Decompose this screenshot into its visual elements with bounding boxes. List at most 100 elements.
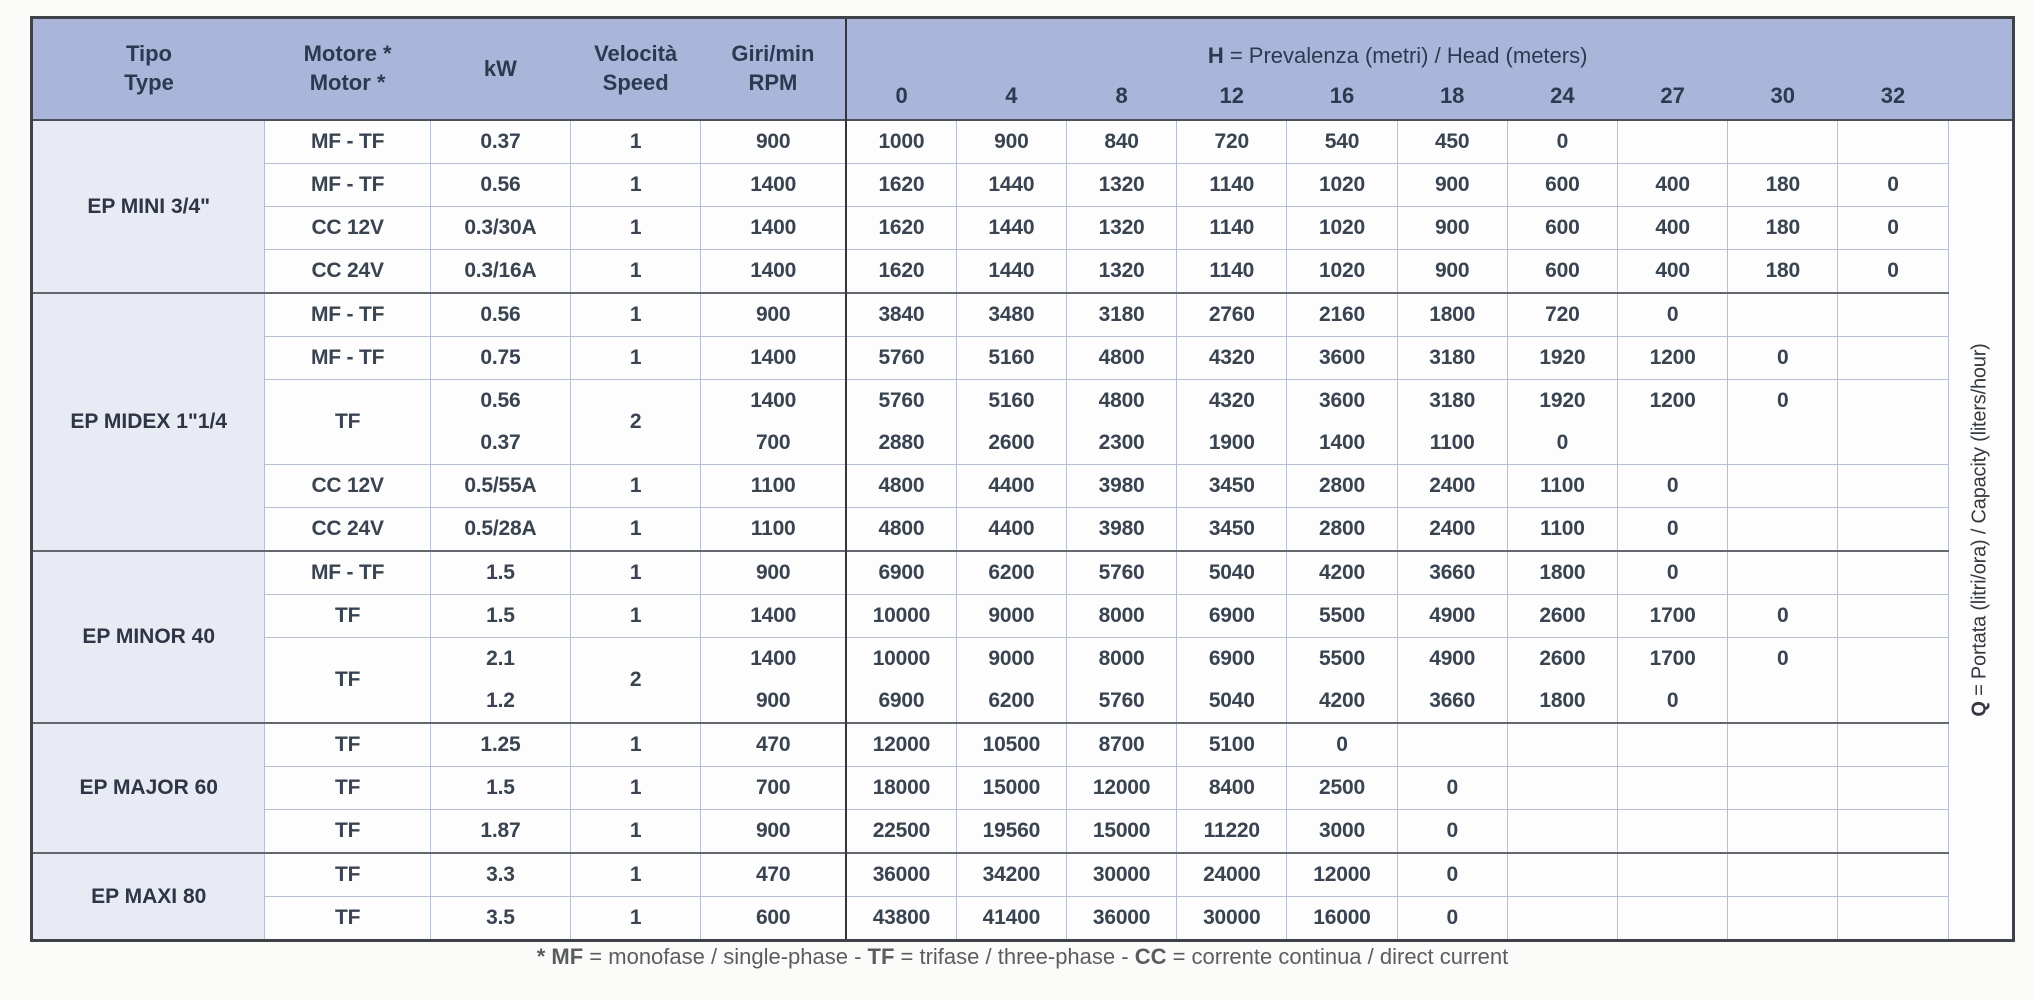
speed-cell: 1 — [570, 507, 701, 551]
pump-type-cell: EP MAJOR 60 — [31, 722, 265, 853]
kw-cell: 1.5 — [429, 766, 571, 810]
speed-cell: 1 — [570, 594, 701, 638]
capacity-value-cell: 8700 — [1065, 722, 1177, 767]
capacity-value-cell — [1837, 119, 1949, 164]
motor-cell: TF — [264, 896, 431, 941]
capacity-value-cell: 10500 — [955, 722, 1067, 767]
capacity-value-cell: 1000 — [845, 119, 957, 164]
footnote: * MF = monofase / single-phase - TF = tr… — [30, 944, 2015, 970]
capacity-value-cell: 1320 — [1065, 249, 1177, 293]
capacity-value-cell — [1727, 722, 1838, 767]
table-row: MF - TF 0.75 1 1400 5760 5160 4800 4320 3600 3180… — [32, 336, 2014, 380]
rpm-cell: 900 — [700, 119, 847, 164]
rpm-cell: 1400 — [700, 594, 847, 638]
q-axis-label: Q = Portata (litri/ora) / Capacity (lite… — [1969, 343, 1992, 716]
rpm-cell: 1400 — [700, 379, 847, 422]
capacity-value-cell: 1140 — [1176, 249, 1287, 293]
text-segment: * MF — [536, 944, 584, 969]
capacity-value-cell: 18000 — [845, 766, 957, 810]
kw-cell: 0.56 — [429, 379, 571, 422]
capacity-value-cell: 0 — [1837, 249, 1949, 293]
motor-cell: TF — [264, 637, 431, 723]
capacity-value-cell: 600 — [1506, 206, 1618, 250]
header-kw: kW — [430, 17, 571, 120]
speed-cell: 2 — [570, 637, 701, 723]
capacity-value-cell — [1616, 422, 1728, 465]
capacity-value-cell: 4200 — [1286, 680, 1398, 723]
rpm-cell: 1400 — [700, 206, 847, 250]
capacity-value-cell: 4800 — [1065, 336, 1177, 380]
capacity-value-cell: 1620 — [845, 163, 957, 207]
capacity-value-cell: 0 — [1616, 507, 1728, 551]
capacity-value-cell — [1837, 550, 1949, 595]
capacity-value-cell — [1727, 422, 1838, 465]
table-row: MF - TF 0.56 1 1400 1620 1440 1320 1140 1020 900 6… — [32, 163, 2014, 207]
capacity-value-cell — [1837, 722, 1949, 767]
capacity-value-cell: 1140 — [1176, 163, 1287, 207]
capacity-value-cell: 2500 — [1286, 766, 1398, 810]
motor-cell: MF - TF — [264, 336, 431, 380]
capacity-value-cell: 6200 — [955, 550, 1067, 595]
pump-type-cell: EP MIDEX 1"1/4 — [31, 292, 265, 551]
q-column-header — [1948, 17, 2014, 120]
capacity-value-cell: 1800 — [1506, 550, 1618, 595]
motor-cell: MF - TF — [264, 292, 431, 337]
table-row: 1.2 900 6900 6200 5760 5040 4200 3660 1800 0 — [32, 680, 2014, 723]
table-row: TF 0.56 2 1400 5760 5160 4800 4320 3600 3180 1920 1… — [32, 379, 2014, 465]
capacity-value-cell: 5760 — [845, 379, 957, 422]
capacity-value-cell: 0 — [1616, 680, 1728, 723]
table-row: 0.37 700 2880 2600 2300 1900 1400 1100 0 — [32, 422, 2014, 465]
motor-cell: TF — [264, 809, 431, 853]
speed-cell: 1 — [570, 766, 701, 810]
capacity-value-cell: 1320 — [1065, 206, 1177, 250]
kw-cell: 0.5/28A — [429, 507, 571, 551]
capacity-value-cell — [1837, 594, 1949, 638]
capacity-value-cell: 6900 — [845, 550, 957, 595]
rpm-cell: 900 — [700, 292, 847, 337]
capacity-value-cell — [1727, 809, 1838, 853]
capacity-value-cell: 22500 — [845, 809, 957, 853]
rpm-cell: 700 — [700, 422, 847, 465]
capacity-value-cell: 0 — [1616, 550, 1728, 595]
capacity-value-cell — [1837, 852, 1949, 897]
capacity-value-cell: 1140 — [1176, 206, 1287, 250]
capacity-value-cell: 180 — [1727, 206, 1838, 250]
capacity-value-cell: 400 — [1616, 163, 1728, 207]
head-col: 8 — [1066, 73, 1177, 120]
capacity-value-cell: 5100 — [1176, 722, 1287, 767]
header-head-title: H = Prevalenza (metri) / Head (meters) — [845, 17, 1949, 73]
text-segment: CC — [1134, 944, 1167, 969]
capacity-value-cell — [1727, 852, 1838, 897]
capacity-value-cell: 1620 — [845, 249, 957, 293]
capacity-value-cell: 180 — [1727, 249, 1838, 293]
capacity-value-cell: 6200 — [955, 680, 1067, 723]
capacity-value-cell: 8000 — [1065, 637, 1177, 680]
kw-cell: 1.87 — [429, 809, 571, 853]
capacity-value-cell: 24000 — [1176, 852, 1287, 897]
capacity-value-cell — [1616, 119, 1728, 164]
capacity-value-cell: 4400 — [955, 464, 1067, 508]
capacity-value-cell: 34200 — [955, 852, 1067, 897]
motor-cell: CC 24V — [264, 507, 431, 551]
capacity-value-cell: 840 — [1065, 119, 1177, 164]
table-row: EP MIDEX 1"1/4 MF - TF 0.56 1 900 3840 3480 318… — [31, 292, 2014, 551]
capacity-value-cell: 900 — [1396, 249, 1508, 293]
speed-cell: 1 — [570, 163, 701, 207]
capacity-value-cell: 0 — [1727, 336, 1838, 380]
capacity-value-cell: 540 — [1286, 119, 1398, 164]
capacity-value-cell — [1727, 550, 1838, 595]
capacity-value-cell: 30000 — [1176, 896, 1287, 941]
capacity-value-cell — [1837, 680, 1949, 723]
capacity-value-cell: 1700 — [1616, 637, 1728, 680]
capacity-value-cell: 1900 — [1176, 422, 1287, 465]
head-col: 32 — [1837, 73, 1949, 120]
rpm-cell: 1400 — [700, 249, 847, 293]
text-segment: Q — [1968, 701, 1991, 717]
capacity-value-cell: 2800 — [1286, 464, 1398, 508]
capacity-value-cell: 3180 — [1396, 379, 1508, 422]
capacity-value-cell: 12000 — [1286, 852, 1398, 897]
pump-type-cell: EP MINI 3/4" — [31, 119, 265, 293]
text-segment: TF — [867, 944, 895, 969]
kw-cell: 1.5 — [429, 594, 571, 638]
capacity-value-cell — [1506, 896, 1618, 941]
